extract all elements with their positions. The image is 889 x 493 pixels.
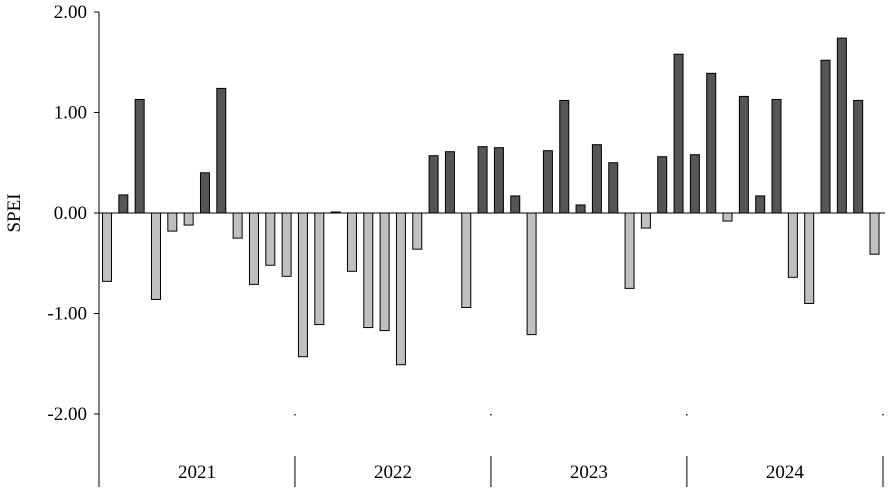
bar (167, 212, 178, 232)
bar (412, 212, 423, 250)
year-tick-mark (686, 414, 688, 416)
bar (787, 212, 798, 278)
y-axis-ticks: 2.00 1.00 0.00 -1.00 -2.00 (47, 2, 99, 425)
bar (673, 53, 684, 214)
axes (98, 12, 885, 487)
bar (591, 144, 602, 214)
bar (444, 151, 455, 214)
bar (265, 212, 276, 266)
bar (853, 99, 864, 214)
bar (657, 156, 668, 214)
y-tick-label: -2.00 (47, 404, 87, 425)
bar (836, 37, 847, 214)
bar (461, 212, 472, 308)
bar (608, 162, 619, 214)
y-tick-label: 1.00 (54, 103, 87, 124)
bar (395, 212, 406, 366)
bar (150, 212, 161, 300)
bar (706, 72, 717, 214)
bar (493, 147, 504, 214)
bar (346, 212, 357, 272)
bar (771, 98, 782, 214)
bar (722, 212, 733, 222)
bar (314, 212, 325, 326)
year-tick-mark (490, 414, 492, 416)
bar (869, 212, 880, 255)
y-tick-label: 0.00 (54, 203, 87, 224)
bar (575, 204, 586, 214)
bar (428, 155, 439, 214)
bar (134, 98, 145, 214)
bar (297, 212, 308, 358)
bar (510, 195, 521, 214)
bar (379, 212, 390, 332)
bar (640, 212, 651, 229)
bar (804, 212, 815, 304)
year-label: 2022 (374, 462, 412, 483)
bar (526, 212, 537, 336)
bar (542, 150, 553, 214)
bar (183, 212, 194, 226)
year-labels: 2021 2022 2023 2024 (178, 462, 804, 483)
y-axis-title: SPEI (4, 193, 25, 232)
y-tick-label: -1.00 (47, 304, 87, 325)
bar (755, 195, 766, 214)
year-label: 2024 (766, 462, 805, 483)
year-tick-mark (882, 414, 884, 416)
bar (477, 146, 488, 214)
bar (102, 212, 112, 282)
y-tick-label: 2.00 (54, 2, 87, 23)
year-tick-mark (294, 414, 296, 416)
bar (559, 99, 570, 214)
bar (820, 59, 831, 214)
year-label: 2021 (178, 462, 216, 483)
bar (118, 194, 129, 214)
bar (216, 87, 227, 214)
bar (248, 212, 259, 285)
bar (624, 212, 635, 289)
bar (199, 172, 210, 214)
bar (738, 95, 749, 214)
bar (363, 212, 374, 329)
bar (689, 154, 700, 214)
year-label: 2023 (570, 462, 608, 483)
bars (102, 37, 880, 366)
bar (232, 212, 243, 239)
bar (281, 212, 292, 277)
